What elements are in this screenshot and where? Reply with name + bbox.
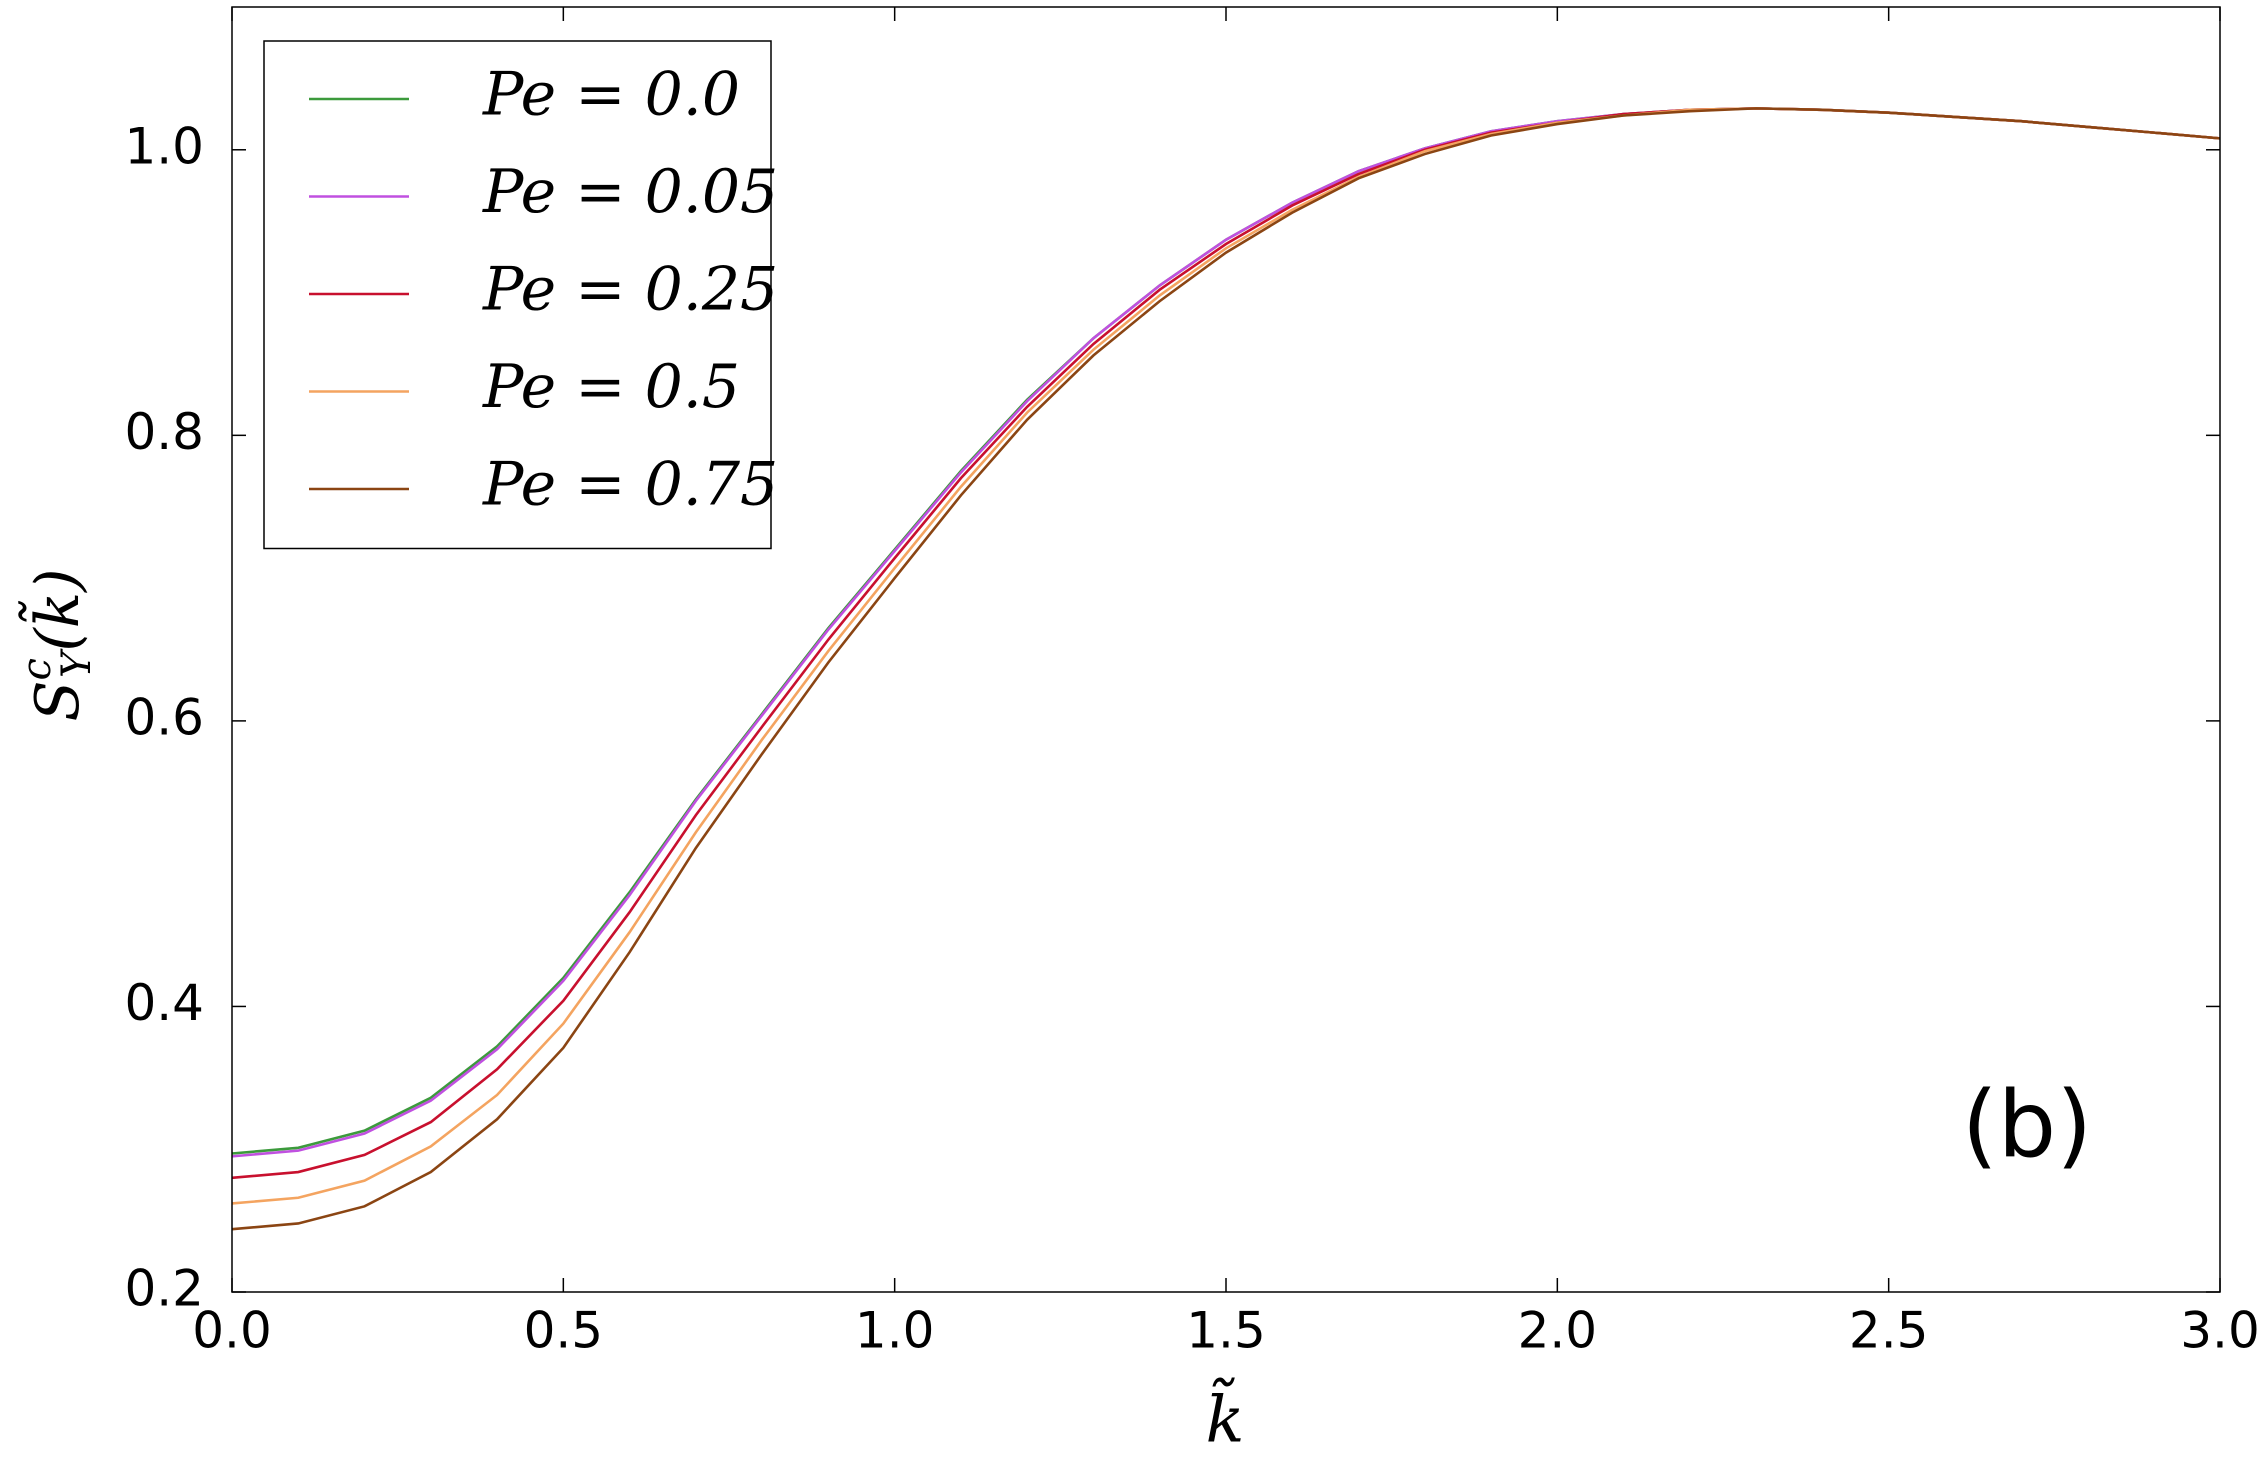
legend-label: Pe = 0.25 (482, 255, 778, 325)
x-tick-label: 3.0 (2180, 1302, 2260, 1360)
legend-label: Pe = 0.75 (482, 450, 778, 520)
x-axis-label: k̃ (1206, 1378, 1245, 1458)
y-label-sup: c (14, 658, 60, 680)
y-label-arg: (k̃) (19, 568, 93, 651)
legend-label: Pe = 0.05 (482, 157, 778, 227)
x-tick-label: 1.0 (855, 1302, 935, 1360)
x-tick-label: 0.0 (192, 1302, 272, 1360)
y-axis-label: ScY(k̃) (14, 568, 100, 721)
y-label-base: S (23, 680, 93, 721)
data-line (231, 107, 2221, 1231)
y-tick-label: 0.4 (124, 974, 204, 1032)
y-tick-label: 1.0 (124, 117, 204, 175)
y-tick-label: 0.6 (124, 688, 204, 746)
x-tick-label: 2.0 (1518, 1302, 1598, 1360)
x-tick-label: 0.5 (524, 1302, 604, 1360)
x-tick-label: 1.5 (1186, 1302, 1266, 1360)
y-tick-label: 0.8 (124, 403, 204, 461)
x-tick-label: 2.5 (1849, 1302, 1929, 1360)
legend-label: Pe = 0.5 (482, 352, 740, 422)
legend-label: Pe = 0.0 (482, 60, 740, 130)
y-label-sub: Y (54, 648, 100, 678)
panel-annotation: (b) (1962, 1071, 2092, 1178)
y-tick-label: 0.2 (124, 1260, 204, 1318)
